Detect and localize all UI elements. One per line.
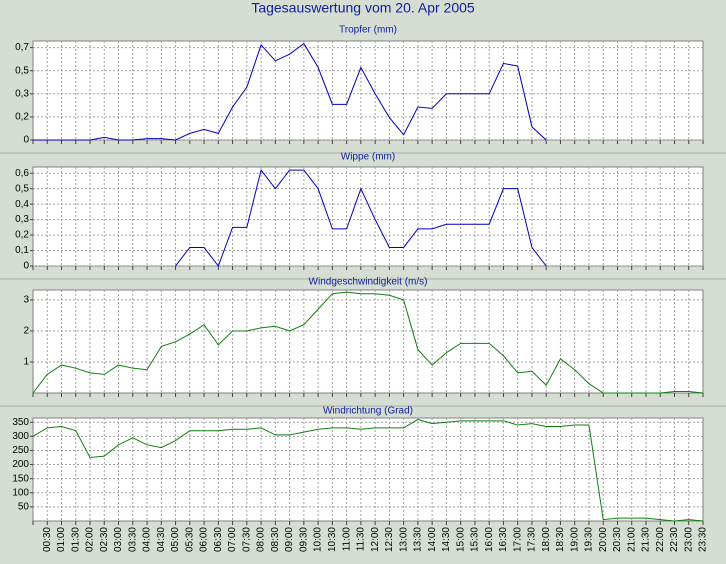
- x-tick-label: 07:30: [241, 527, 252, 552]
- data-line: [33, 42, 547, 141]
- x-tick-label: 02:00: [85, 527, 96, 552]
- x-tick-label: 11:00: [341, 527, 352, 552]
- plot-area: [32, 40, 704, 141]
- y-tick-label: 3: [23, 295, 29, 306]
- x-tick-label: 15:30: [470, 527, 481, 552]
- y-tick-label: 0,4: [15, 199, 29, 210]
- x-tick-label: 17:30: [527, 527, 538, 552]
- x-tick-label: 03:00: [113, 527, 124, 552]
- x-tick-label: 12:30: [384, 527, 395, 552]
- x-tick-label: 21:30: [641, 527, 652, 552]
- x-tick-label: 20:00: [598, 527, 609, 552]
- x-tick-label: 08:30: [270, 527, 281, 552]
- x-tick-label: 04:30: [156, 527, 167, 552]
- y-tick-label: 150: [12, 473, 29, 484]
- x-tick-label: 05:00: [170, 527, 181, 552]
- y-tick-label: 1: [23, 357, 29, 368]
- data-line: [32, 291, 704, 394]
- data-line: [175, 168, 547, 268]
- plot-area: [32, 166, 704, 267]
- x-tick-label: 16:00: [484, 527, 495, 552]
- x-tick-label: 10:30: [327, 527, 338, 552]
- x-tick-label: 01:00: [56, 527, 67, 552]
- y-tick-label: 0,5: [15, 183, 29, 194]
- panel-title: Windrichtung (Grad): [323, 406, 413, 417]
- y-tick-label: 0,6: [15, 168, 29, 179]
- y-tick-label: 250: [12, 445, 29, 456]
- main-title: Tagesauswertung vom 20. Apr 2005: [251, 0, 475, 16]
- x-tick-label: 22:00: [655, 527, 666, 552]
- x-tick-label: 18:30: [555, 527, 566, 552]
- y-tick-label: 100: [12, 487, 29, 498]
- x-tick-label: 06:00: [199, 527, 210, 552]
- x-tick-label: 12:00: [370, 527, 381, 552]
- x-tick-label: 09:30: [298, 527, 309, 552]
- x-tick-label: 04:00: [142, 527, 153, 552]
- x-tick-label: 00:30: [42, 527, 53, 552]
- x-tick-label: 11:30: [356, 527, 367, 552]
- panel-title: Wippe (mm): [341, 152, 395, 163]
- x-tick-label: 19:00: [569, 527, 580, 552]
- y-tick-label: 0,3: [15, 214, 29, 225]
- x-tick-label: 10:00: [313, 527, 324, 552]
- x-tick-label: 03:30: [127, 527, 138, 552]
- x-tick-label: 01:30: [70, 527, 81, 552]
- y-tick-label: 0,1: [15, 245, 29, 256]
- x-tick-label: 23:00: [683, 527, 694, 552]
- x-tick-label: 13:00: [398, 527, 409, 552]
- y-tick-label: 0,2: [15, 230, 29, 241]
- panel-title: Tropfer (mm): [339, 25, 397, 36]
- x-tick-label: 07:00: [227, 527, 238, 552]
- x-tick-label: 20:30: [612, 527, 623, 552]
- data-line: [32, 418, 704, 522]
- x-tick-label: 06:30: [213, 527, 224, 552]
- x-tick-label: 17:00: [512, 527, 523, 552]
- x-tick-label: 19:30: [584, 527, 595, 552]
- y-tick-label: 0: [23, 135, 29, 146]
- x-tick-label: 23:30: [698, 527, 709, 552]
- y-tick-label: 350: [12, 417, 29, 428]
- x-tick-label: 13:30: [413, 527, 424, 552]
- y-tick-label: 0: [23, 261, 29, 272]
- plot-area: [32, 417, 704, 522]
- y-tick-label: 200: [12, 459, 29, 470]
- plot-area: [32, 289, 704, 394]
- x-tick-label: 21:00: [626, 527, 637, 552]
- y-tick-label: 0,3: [15, 88, 29, 99]
- x-tick-label: 14:30: [441, 527, 452, 552]
- x-tick-label: 05:30: [184, 527, 195, 552]
- x-tick-label: 09:00: [284, 527, 295, 552]
- x-tick-label: 08:00: [256, 527, 267, 552]
- x-tick-label: 22:30: [669, 527, 680, 552]
- x-tick-label: 18:00: [541, 527, 552, 552]
- x-tick-label: 15:00: [455, 527, 466, 552]
- x-tick-label: 16:30: [498, 527, 509, 552]
- panel-title: Windgeschwindigkeit (m/s): [309, 277, 428, 288]
- y-tick-label: 300: [12, 431, 29, 442]
- x-tick-label: 14:00: [427, 527, 438, 552]
- y-tick-label: 0,2: [15, 112, 29, 123]
- y-tick-label: 50: [18, 502, 30, 513]
- y-tick-label: 0,7: [15, 42, 29, 53]
- x-tick-label: 02:30: [99, 527, 110, 552]
- y-tick-label: 2: [23, 326, 29, 337]
- y-tick-label: 0,5: [15, 65, 29, 76]
